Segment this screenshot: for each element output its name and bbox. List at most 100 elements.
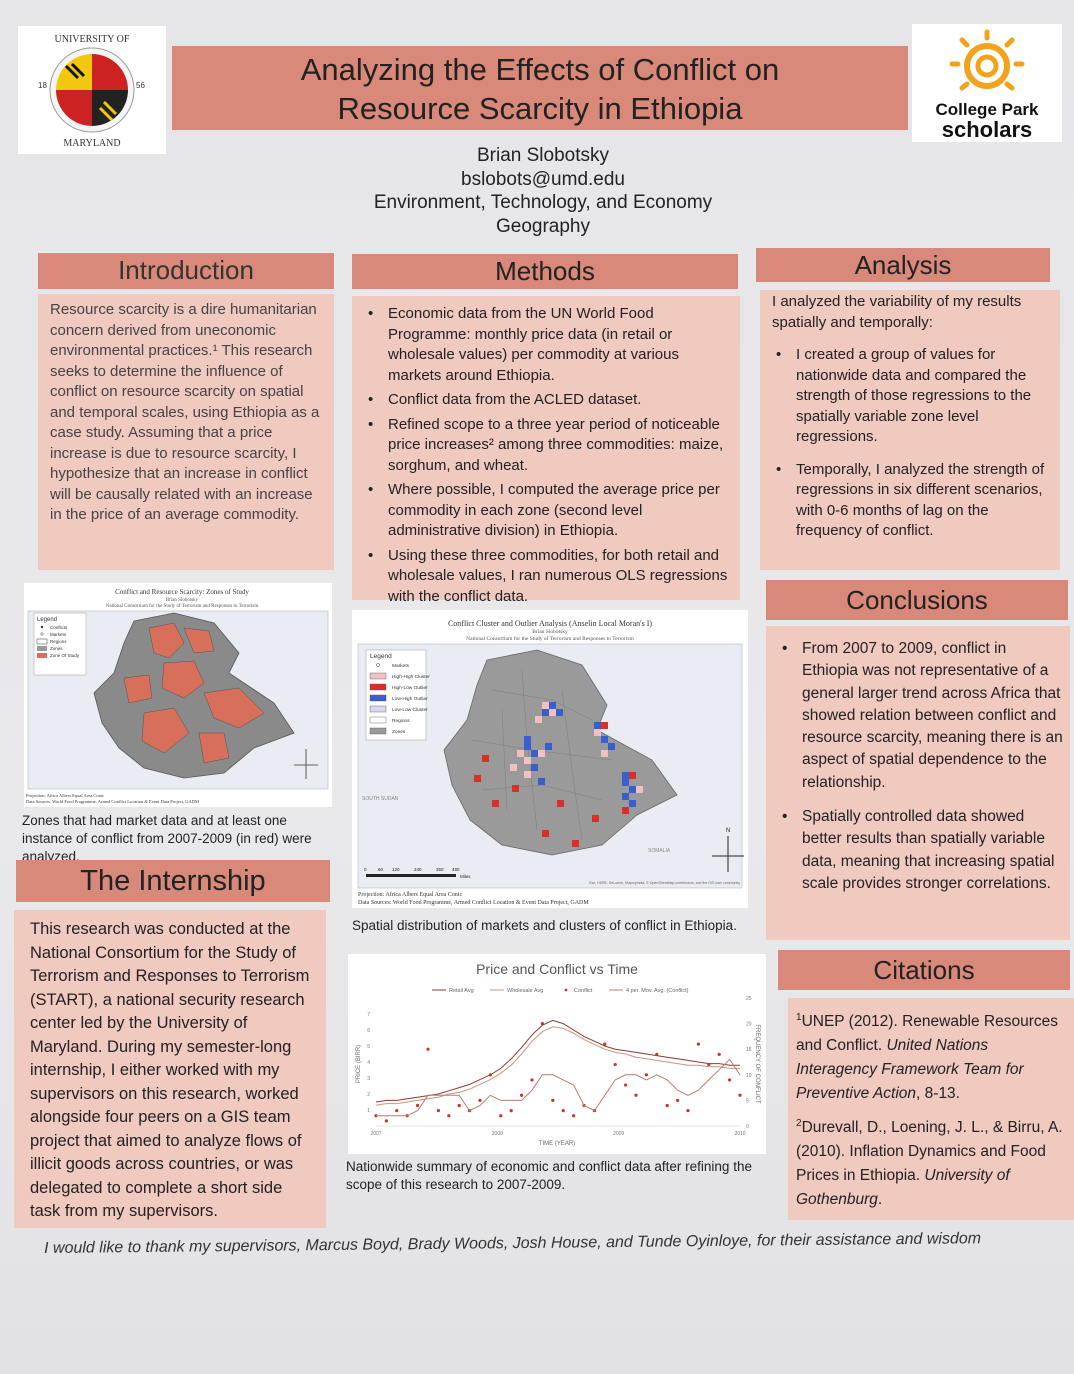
conflict-point [551,1098,555,1102]
cluster-cell [482,755,489,762]
cluster-cell [608,743,615,750]
y-tick-label: 7 [367,1012,370,1018]
conflict-point [520,1093,524,1097]
x-tick-label: 2008 [492,1131,503,1137]
analysis-body: I analyzed the variability of my results… [760,290,1060,570]
cluster-cell [556,709,563,716]
legend-swatch [369,672,387,680]
conflict-point [499,1114,503,1118]
svg-text:60: 60 [378,867,384,872]
conflict-point [395,1109,399,1113]
legend-label: Conflict [574,988,593,994]
citation-1: 1UNEP (2012). Renewable Resources and Co… [796,1012,1059,1103]
conflict-point [686,1109,690,1113]
svg-text:Data Sources: World Food Progr: Data Sources: World Food Programme, Arme… [26,799,199,805]
svg-text:Zones: Zones [50,646,63,651]
y-tick-label: 1 [367,1108,370,1114]
y2-tick-label: 0 [746,1124,749,1130]
x-tick-label: 2010 [734,1131,745,1137]
cluster-cell [572,840,579,847]
list-item: Temporally, I analyzed the strength of r… [772,460,1052,542]
conflict-point [603,1042,607,1046]
cluster-cell [510,764,517,771]
cluster-cell [622,793,629,800]
svg-text:Low-Low Cluster: Low-Low Cluster [392,707,428,713]
series-line [375,1026,740,1106]
cluster-cell [622,807,629,814]
conclusions-body: From 2007 to 2009, conflict in Ethiopia … [766,626,1070,940]
list-item: Where possible, I computed the average p… [364,480,732,542]
y2-tick-label: 20 [746,1022,752,1028]
cluster-cell [531,764,538,771]
svg-text:SOUTH SUDAN: SOUTH SUDAN [362,796,399,802]
cluster-map-caption: Spatial distribution of markets and clus… [352,918,737,933]
list-item: Conflict data from the ACLED dataset. [364,390,732,411]
svg-text:Low-High Outlier: Low-High Outlier [392,696,428,702]
x-tick-label: 2009 [613,1131,624,1137]
svg-text:Brian Slobotsky: Brian Slobotsky [532,629,568,635]
svg-text:High-Low Outlier: High-Low Outlier [392,685,428,691]
svg-text:High-High Cluster: High-High Cluster [392,674,430,680]
conflict-point [416,1103,420,1108]
zones-map-caption: Zones that had market data and at least … [22,813,312,864]
cluster-cells [474,702,643,847]
y2-axis-label: FREQUENCY OF CONFLICT [754,1024,760,1104]
y-tick-label: 4 [367,1060,370,1066]
conflict-point [436,1109,440,1113]
citation-2: 2Durevall, D., Loening, J. L., & Birru, … [796,1118,1063,1209]
conflict-point [707,1062,711,1067]
chart-caption: Nationwide summary of economic and confl… [346,1159,752,1192]
svg-text:360: 360 [436,867,444,872]
list-item: Refined scope to a three year period of … [364,415,732,477]
conflict-point [665,1103,669,1108]
list-item: Economic data from the UN World Food Pro… [364,304,732,386]
zones-of-study-map: Conflict and Resource Scarcity: Zones of… [24,583,332,807]
svg-text:Conflict Cluster and Outlier A: Conflict Cluster and Outlier Analysis (A… [448,619,652,628]
y2-tick-label: 25 [746,996,752,1002]
cluster-cell [524,743,531,750]
methods-body: Economic data from the UN World Food Pro… [352,296,740,605]
cluster-outlier-map: Conflict Cluster and Outlier Analysis (A… [352,610,748,908]
y-axis-label: PRICE (BIRR) [356,1045,362,1083]
cluster-cell [629,786,636,793]
conclusions-list: From 2007 to 2009, conflict in Ethiopia … [778,638,1064,895]
author-email: bslobots@umd.edu [461,168,625,190]
conflict-point [634,1093,638,1097]
cluster-cell [531,750,538,757]
conflict-point [447,1114,451,1118]
cluster-cell [594,729,601,736]
list-item: Spatially controlled data showed better … [778,806,1064,895]
cluster-cell [474,775,481,782]
x-tick-label: 2007 [370,1131,381,1137]
svg-text:MARYLAND: MARYLAND [63,138,120,149]
legend-label: Wholesale Avg [507,988,543,994]
conflict-point [384,1119,388,1123]
cluster-cell [549,702,556,709]
methods-header: Methods [352,254,738,289]
svg-text:Regions: Regions [392,718,410,724]
cluster-cell [535,716,542,723]
conflict-point [728,1078,732,1082]
y-tick-label: 3 [367,1076,370,1082]
conflict-point [540,1022,544,1026]
svg-text:SOMALIA: SOMALIA [648,848,671,854]
cluster-cell [629,772,636,779]
svg-text:0: 0 [364,867,367,872]
cluster-cell [594,722,601,729]
conflict-point [717,1052,721,1056]
poster-title-line2: Resource Scarcity in Ethiopia [337,91,743,126]
svg-text:Esri, HERE, DeLorme, MapmyIndi: Esri, HERE, DeLorme, MapmyIndia, © OpenS… [589,881,740,885]
y2-tick-label: 15 [746,1047,752,1053]
cluster-cell [549,709,556,716]
conclusions-header: Conclusions [766,580,1068,620]
cluster-cell [524,757,531,764]
conflict-point [478,1098,482,1102]
introduction-header: Introduction [38,253,334,289]
svg-text:56: 56 [136,81,145,90]
svg-text:Legend: Legend [370,653,392,660]
series-line [375,1019,740,1103]
y-tick-label: 2 [367,1092,370,1098]
svg-text:Data Sources: World Food Progr: Data Sources: World Food Programme, Arme… [358,899,589,906]
legend-label: 4 per. Mov. Avg. (Conflict) [626,988,689,994]
x-axis-label: TIME (YEAR) [539,1141,575,1147]
